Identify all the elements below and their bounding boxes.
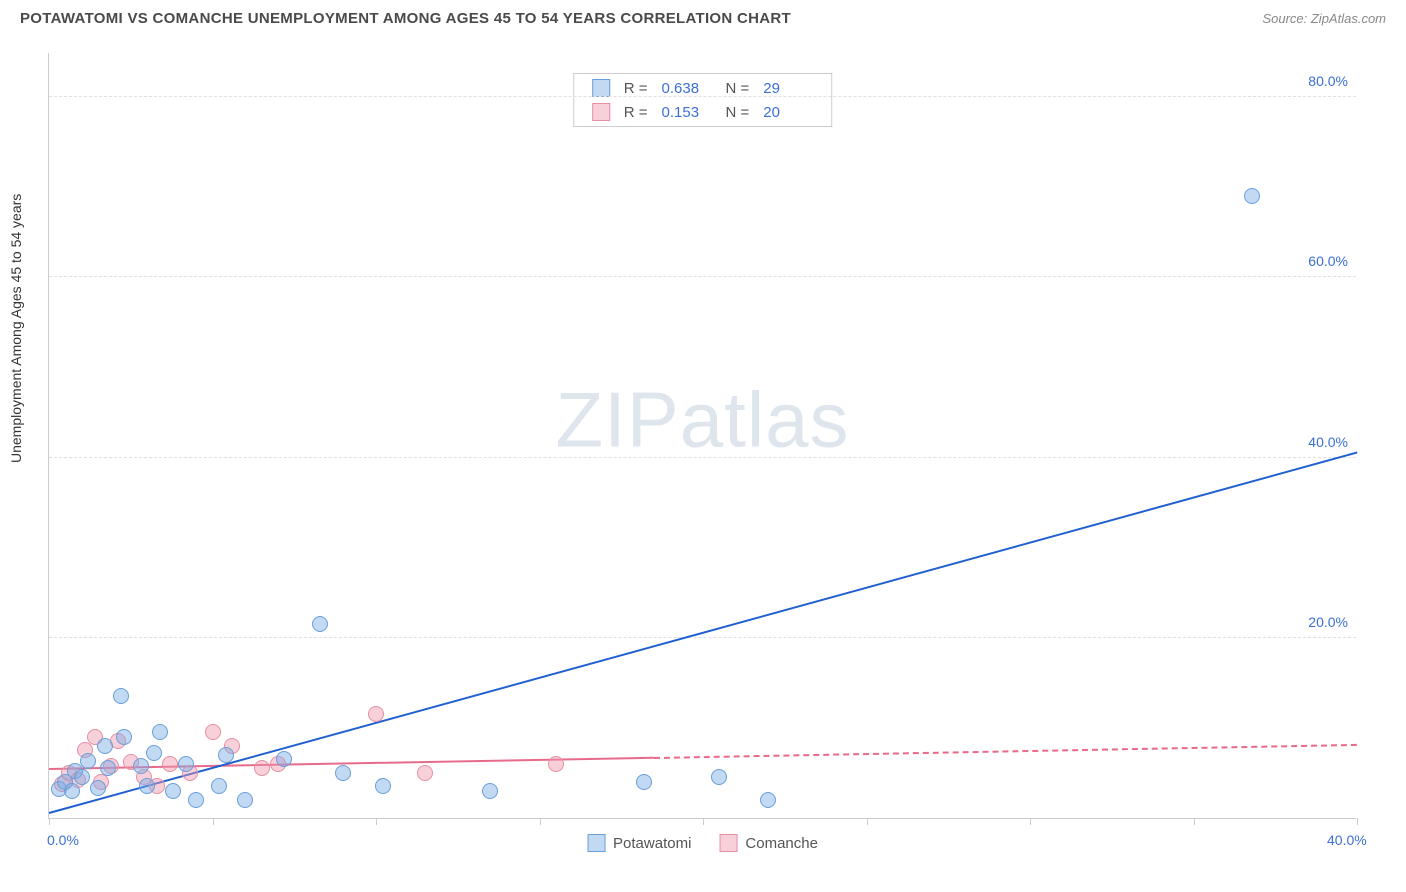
gridline-h [49,637,1356,638]
y-axis-label: Unemployment Among Ages 45 to 54 years [8,194,24,463]
x-tick [867,818,868,825]
x-tick [49,818,50,825]
x-tick-label: 0.0% [47,832,79,848]
y-tick-label: 60.0% [1308,253,1348,269]
data-point-comanche [548,756,564,772]
plot-area: ZIPatlas R =0.638N =29R =0.153N =20 Pota… [48,53,1356,819]
data-point-potawatomi [335,765,351,781]
trend-line [49,451,1358,813]
legend-swatch [719,834,737,852]
chart-title: POTAWATOMI VS COMANCHE UNEMPLOYMENT AMON… [20,10,791,27]
data-point-potawatomi [113,688,129,704]
data-point-potawatomi [312,616,328,632]
x-tick [1030,818,1031,825]
legend-r-label: R = [624,80,648,97]
data-point-potawatomi [133,758,149,774]
legend-series-label: Potawatomi [613,835,691,852]
legend-n-value: 29 [763,80,813,97]
legend-r-value: 0.153 [662,104,712,121]
legend-swatch [592,103,610,121]
data-point-potawatomi [276,751,292,767]
legend-series-item: Potawatomi [587,834,691,852]
x-tick [376,818,377,825]
data-point-potawatomi [482,783,498,799]
x-tick [213,818,214,825]
legend-n-label: N = [726,104,750,121]
chart-container: Unemployment Among Ages 45 to 54 years Z… [0,33,1406,883]
data-point-potawatomi [139,778,155,794]
data-point-potawatomi [74,769,90,785]
data-point-potawatomi [178,756,194,772]
legend-swatch [592,79,610,97]
legend-r-value: 0.638 [662,80,712,97]
gridline-h [49,457,1356,458]
watermark: ZIPatlas [555,375,849,466]
y-tick-label: 80.0% [1308,73,1348,89]
x-tick [703,818,704,825]
data-point-comanche [417,765,433,781]
data-point-potawatomi [760,792,776,808]
data-point-comanche [205,724,221,740]
chart-source: Source: ZipAtlas.com [1262,11,1386,26]
data-point-potawatomi [64,783,80,799]
legend-series: Potawatomi Comanche [587,834,818,852]
legend-series-label: Comanche [745,835,818,852]
legend-n-value: 20 [763,104,813,121]
data-point-comanche [368,706,384,722]
x-tick-label: 40.0% [1327,832,1367,848]
x-tick [1194,818,1195,825]
data-point-potawatomi [1244,188,1260,204]
data-point-potawatomi [711,769,727,785]
data-point-potawatomi [165,783,181,799]
gridline-h [49,276,1356,277]
legend-swatch [587,834,605,852]
data-point-potawatomi [100,760,116,776]
data-point-potawatomi [90,780,106,796]
legend-stats-row: R = 0.153 N = 20 [574,100,832,124]
trend-line [654,744,1357,759]
chart-header: POTAWATOMI VS COMANCHE UNEMPLOYMENT AMON… [0,0,1406,33]
data-point-potawatomi [636,774,652,790]
legend-series-item: Comanche [719,834,818,852]
data-point-comanche [162,756,178,772]
x-tick [540,818,541,825]
legend-r-label: R = [624,104,648,121]
data-point-potawatomi [146,745,162,761]
data-point-potawatomi [218,747,234,763]
data-point-potawatomi [237,792,253,808]
data-point-potawatomi [116,729,132,745]
data-point-comanche [254,760,270,776]
data-point-potawatomi [188,792,204,808]
data-point-potawatomi [211,778,227,794]
y-tick-label: 40.0% [1308,434,1348,450]
y-tick-label: 20.0% [1308,614,1348,630]
data-point-potawatomi [97,738,113,754]
legend-stats: R = 0.638 N = 29 R = 0.153 N = 20 [573,73,833,127]
legend-n-label: N = [726,80,750,97]
gridline-h [49,96,1356,97]
data-point-potawatomi [80,753,96,769]
data-point-potawatomi [152,724,168,740]
x-tick [1357,818,1358,825]
data-point-potawatomi [375,778,391,794]
